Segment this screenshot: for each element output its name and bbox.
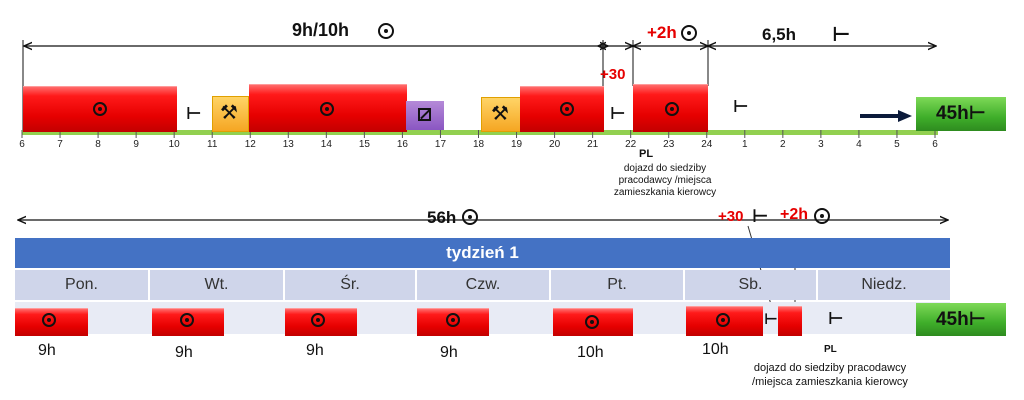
clock-icon — [311, 313, 325, 327]
bed-icon: ⊢ — [610, 104, 626, 123]
day-header-wed: Śr. — [285, 270, 415, 300]
bed-icon: ⊢ — [764, 311, 778, 328]
clock-icon — [585, 315, 599, 329]
availability-block — [406, 101, 444, 130]
tick-label: 6 — [19, 139, 25, 150]
day-header-thu: Czw. — [417, 270, 549, 300]
day-hours-thu: 9h — [440, 344, 458, 361]
note-line: dojazd do siedziby pracodawcy — [753, 362, 907, 374]
extra-2h-label: +2h — [647, 23, 677, 42]
clock-icon — [320, 102, 334, 116]
commute-note: dojazd do siedziby pracodawcy /miejsca z… — [730, 361, 930, 389]
tick-label: 4 — [856, 139, 862, 150]
clock-icon — [446, 313, 460, 327]
day-header-fri: Pt. — [551, 270, 683, 300]
commute-driving-block — [778, 306, 802, 336]
hammers-icon: ⚒ — [491, 103, 509, 125]
tick-label: 14 — [320, 139, 332, 150]
day-hours-tue: 9h — [175, 344, 193, 361]
clock-icon — [665, 102, 679, 116]
tick-label: 2 — [780, 139, 786, 150]
clock-icon — [180, 313, 194, 327]
bed-icon: ⊢ — [832, 24, 851, 46]
tick-label: 19 — [510, 139, 523, 150]
tick-label: 1 — [742, 139, 748, 150]
rest-45h-box: 45h⊢ — [916, 97, 1006, 131]
tick-label: 3 — [818, 139, 824, 150]
tick-label: 16 — [396, 139, 408, 150]
commute-note: dojazd do siedziby pracodawcy /miejsca z… — [590, 163, 740, 199]
clock-icon — [42, 313, 56, 327]
clock-icon — [814, 208, 830, 224]
tick-label: 17 — [434, 139, 447, 150]
rest-45h-label: 45h — [935, 103, 969, 124]
week-bar: tydzień 1 — [15, 238, 950, 268]
clock-icon — [716, 313, 730, 327]
other-work-block: ⚒ — [481, 97, 521, 132]
tick-label: 11 — [207, 139, 218, 150]
tick-label: 21 — [587, 139, 599, 150]
tick-label: 15 — [358, 139, 370, 150]
clock-icon — [560, 102, 574, 116]
extra-2h-label: +2h — [780, 206, 809, 223]
bed-icon: ⊢ — [968, 309, 987, 330]
tick-label: 24 — [701, 139, 713, 150]
tick-label: 12 — [244, 139, 256, 150]
tick-label: 13 — [282, 139, 294, 150]
tick-label: 10 — [168, 139, 180, 150]
day-header-sat: Sb. — [685, 270, 816, 300]
pl-label: PL — [639, 148, 654, 160]
rest-45h-label: 45h — [935, 309, 969, 330]
rest-45h-box: 45h⊢ — [916, 303, 1006, 336]
clock-icon — [93, 102, 107, 116]
bed-icon: ⊢ — [828, 309, 844, 328]
other-work-block: ⚒ — [212, 96, 249, 132]
clock-icon — [681, 25, 697, 41]
day-header-tue: Wt. — [150, 270, 283, 300]
day-hours-sat: 10h — [702, 341, 729, 358]
bed-icon: ⊢ — [186, 104, 202, 123]
span-label: 9h/10h — [292, 20, 349, 41]
day-hours-fri: 10h — [577, 344, 604, 361]
note-line: /miejsca zamieszkania kierowcy — [752, 376, 908, 388]
note-line: dojazd do siedziby — [623, 163, 707, 174]
tick-label: 5 — [894, 139, 900, 150]
tick-label: 20 — [549, 139, 561, 150]
availability-square-icon — [418, 108, 431, 121]
tick-label: 22 — [625, 139, 637, 150]
tick-label: 23 — [663, 139, 675, 150]
clock-icon — [462, 209, 478, 225]
note-line: zamieszkania kierowcy — [613, 187, 717, 198]
pl-label: PL — [824, 344, 837, 355]
tick-label: 18 — [472, 139, 485, 150]
tick-label: 6 — [932, 139, 938, 150]
bed-icon: ⊢ — [968, 103, 987, 124]
clock-icon — [378, 23, 394, 39]
right-arrow-icon — [860, 110, 912, 122]
rest-label: 6,5h — [762, 25, 797, 44]
day-header-mon: Pon. — [15, 270, 148, 300]
span-label-text: 9h/10h — [292, 20, 350, 40]
day-hours-wed: 9h — [306, 342, 324, 359]
bed-icon: ⊢ — [733, 97, 749, 116]
weekly-span-label: 56h — [427, 208, 457, 227]
hammers-icon: ⚒ — [220, 102, 238, 124]
note-line: pracodawcy /miejsca — [618, 175, 712, 186]
tick-label: 7 — [57, 139, 63, 150]
day-hours-mon: 9h — [38, 342, 56, 359]
tick-label: 9 — [133, 139, 139, 150]
bed-icon: ⊢ — [752, 206, 769, 226]
extra-30-label: +30 — [718, 208, 744, 225]
day-header-sun: Niedz. — [818, 270, 950, 300]
extra-30-label: +30 — [600, 66, 626, 83]
tick-label: 8 — [95, 139, 101, 150]
